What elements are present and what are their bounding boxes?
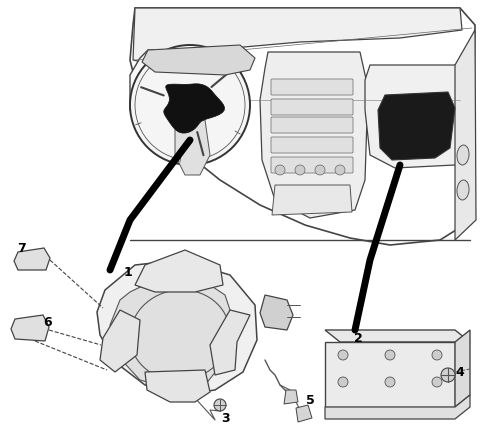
Polygon shape <box>325 330 470 342</box>
Ellipse shape <box>457 145 469 165</box>
FancyBboxPatch shape <box>271 157 353 173</box>
Circle shape <box>214 399 226 411</box>
Circle shape <box>385 350 395 360</box>
Polygon shape <box>133 8 462 65</box>
Text: 1: 1 <box>124 265 132 278</box>
Circle shape <box>295 165 305 175</box>
Text: 7: 7 <box>18 241 26 255</box>
FancyBboxPatch shape <box>271 99 353 115</box>
Polygon shape <box>260 52 368 218</box>
Polygon shape <box>110 275 235 388</box>
Circle shape <box>315 165 325 175</box>
Polygon shape <box>325 342 455 407</box>
Polygon shape <box>210 310 250 375</box>
Circle shape <box>338 350 348 360</box>
Polygon shape <box>142 45 255 75</box>
FancyBboxPatch shape <box>271 137 353 153</box>
Polygon shape <box>455 330 470 407</box>
Polygon shape <box>378 92 455 160</box>
Polygon shape <box>164 84 225 133</box>
Circle shape <box>275 165 285 175</box>
Circle shape <box>335 165 345 175</box>
Circle shape <box>441 368 455 382</box>
Polygon shape <box>14 248 50 270</box>
FancyBboxPatch shape <box>271 79 353 95</box>
Polygon shape <box>97 260 257 395</box>
Polygon shape <box>272 185 352 215</box>
Polygon shape <box>100 310 140 372</box>
Circle shape <box>385 377 395 387</box>
Polygon shape <box>260 295 293 330</box>
Polygon shape <box>130 8 475 245</box>
Circle shape <box>432 350 442 360</box>
Text: 6: 6 <box>44 315 52 329</box>
Polygon shape <box>130 50 245 155</box>
Circle shape <box>338 377 348 387</box>
Text: 2: 2 <box>354 331 362 344</box>
Polygon shape <box>296 405 312 422</box>
Polygon shape <box>325 395 470 419</box>
Circle shape <box>432 377 442 387</box>
Polygon shape <box>365 65 468 168</box>
Polygon shape <box>11 315 49 341</box>
Circle shape <box>130 45 250 165</box>
FancyBboxPatch shape <box>271 117 353 133</box>
Polygon shape <box>145 370 210 402</box>
Polygon shape <box>135 250 223 292</box>
Polygon shape <box>175 120 210 175</box>
Polygon shape <box>455 30 476 240</box>
Polygon shape <box>284 390 298 404</box>
Text: 3: 3 <box>221 412 229 425</box>
Text: 5: 5 <box>306 393 314 406</box>
Ellipse shape <box>457 180 469 200</box>
Text: 4: 4 <box>456 366 464 379</box>
